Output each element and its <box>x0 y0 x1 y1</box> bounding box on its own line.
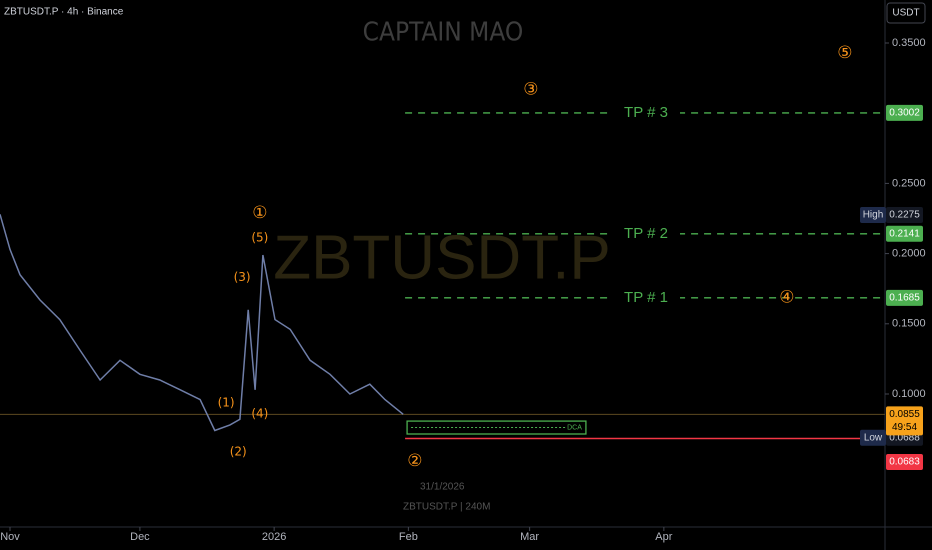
target-price-box <box>886 225 923 242</box>
wave-label: ③ <box>523 79 538 99</box>
wave-label: ④ <box>779 288 794 308</box>
y-tick-label: 0.1000 <box>892 388 926 400</box>
currency-box[interactable] <box>886 2 926 24</box>
footer-symbol: ZBTUSDT.P | 240M <box>403 502 490 513</box>
target-name: TP # 3 <box>624 104 668 121</box>
stop-price-box <box>886 454 923 470</box>
x-tick-label: Feb <box>399 531 418 543</box>
target-label-bg <box>612 103 680 122</box>
wave-label: (2) <box>230 444 247 458</box>
current-price: 0.0855 <box>889 409 920 420</box>
high-price: 0.2275 <box>889 210 920 221</box>
y-tick-label: 0.1500 <box>892 318 926 330</box>
chart-title: CAPTAIN MAO <box>363 18 524 48</box>
wave-label: ⑤ <box>837 43 852 63</box>
high-tag-box <box>860 206 886 223</box>
x-tick-label: Apr <box>655 531 672 543</box>
countdown: 49:54 <box>892 422 917 433</box>
target-price-box <box>886 289 923 306</box>
dca-label: DCA <box>567 424 582 431</box>
x-tick-label: Dec <box>130 531 150 543</box>
current-price-box <box>886 406 923 436</box>
footer-date: 31/1/2026 <box>420 482 465 493</box>
high-tag: High <box>863 210 884 221</box>
x-tick-label: Mar <box>520 531 539 543</box>
target-name: TP # 2 <box>624 225 668 242</box>
watermark: ZBTUSDT.P <box>273 223 611 292</box>
target-name: TP # 1 <box>624 289 668 306</box>
y-tick-label: 0.3500 <box>892 37 926 49</box>
target-label-bg <box>612 224 680 243</box>
wave-label: ② <box>407 451 422 471</box>
y-tick-label: 0.2500 <box>892 177 926 189</box>
low-tag-box <box>860 429 886 446</box>
x-tick-label: Nov <box>0 531 20 543</box>
x-tick-label: 2026 <box>262 531 286 543</box>
wave-label: (4) <box>251 407 268 421</box>
target-price: 0.1685 <box>889 292 920 303</box>
low-tag: Low <box>864 432 883 443</box>
target-price: 0.3002 <box>889 108 920 119</box>
high-price-box <box>886 206 923 223</box>
wave-label: (3) <box>234 270 251 284</box>
currency[interactable]: USDT <box>892 8 919 19</box>
wave-label: (1) <box>218 395 235 409</box>
symbol-info: ZBTUSDT.P · 4h · Binance <box>4 7 124 18</box>
price-line <box>0 214 404 432</box>
stop-price: 0.0683 <box>889 457 920 468</box>
low-price: 0.0688 <box>889 432 920 443</box>
dca-zone <box>406 420 587 435</box>
y-tick-label: 0.2000 <box>892 248 926 260</box>
wave-label: ① <box>252 203 267 223</box>
target-label-bg <box>612 288 680 307</box>
wave-label: (5) <box>251 231 268 245</box>
target-price: 0.2141 <box>889 228 920 239</box>
target-price-box <box>886 104 923 121</box>
